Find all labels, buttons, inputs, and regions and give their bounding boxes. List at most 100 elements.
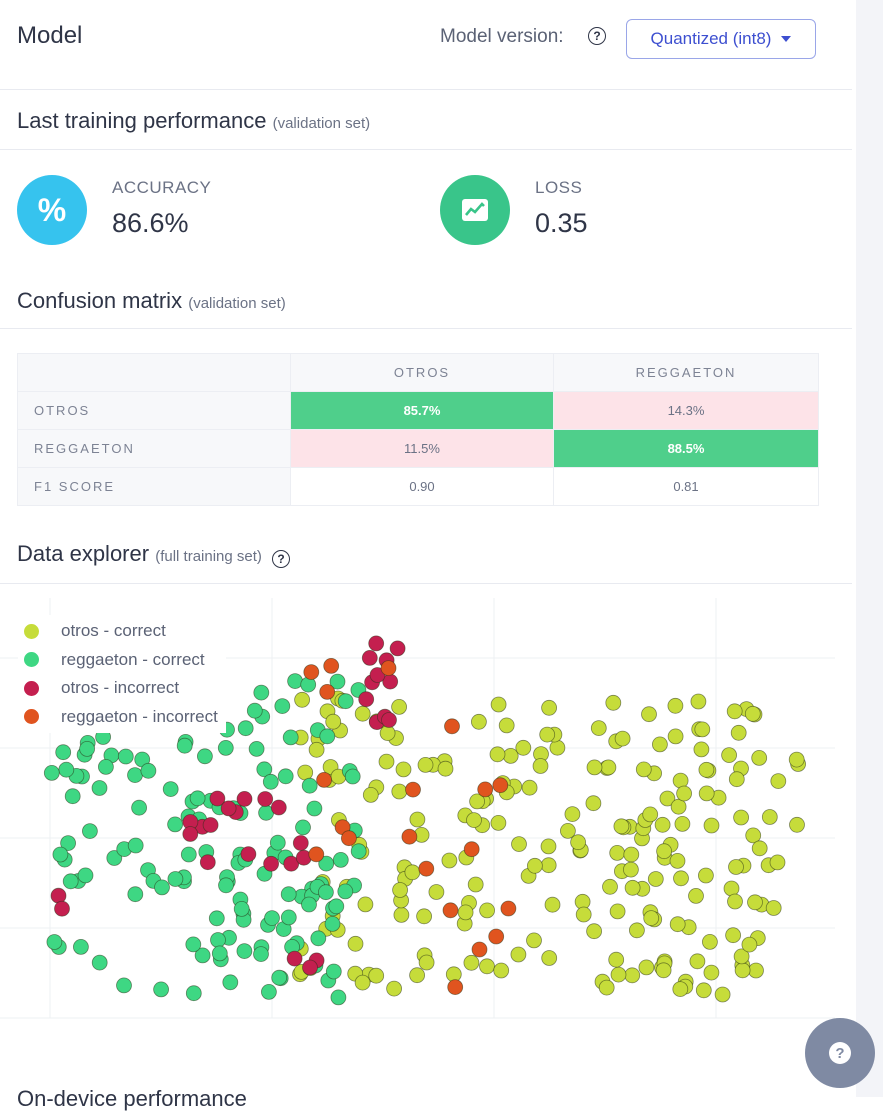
scatter-point — [730, 724, 747, 741]
scatter-point — [271, 969, 288, 986]
scatter-point — [652, 736, 668, 753]
legend-label: reggaeton - correct — [61, 649, 205, 669]
scatter-point — [357, 896, 374, 913]
scatter-point — [354, 705, 371, 722]
scatter-point — [770, 773, 787, 790]
legend-item[interactable]: reggaeton - incorrect — [20, 703, 218, 732]
scatter-point — [308, 741, 325, 758]
scatter-point — [404, 864, 421, 881]
scatter-point — [91, 954, 108, 971]
scatter-point — [672, 981, 689, 998]
scatter-point — [416, 908, 433, 925]
scatter-point — [347, 935, 364, 952]
scatter-point — [585, 795, 602, 812]
chart-line-icon — [440, 175, 510, 245]
scatter-point — [614, 730, 631, 747]
scatter-point — [264, 910, 280, 927]
divider — [0, 328, 852, 329]
scatter-point — [319, 684, 336, 700]
scatter-point — [79, 740, 95, 757]
scatter-point — [393, 906, 410, 923]
scatter-point — [488, 928, 505, 945]
matrix-cell: 88.5% — [553, 429, 819, 468]
scatter-point — [745, 827, 762, 844]
scatter-point — [350, 843, 367, 860]
matrix-cell: 14.3% — [553, 391, 819, 430]
scatter-point — [466, 812, 482, 829]
scatter-point — [297, 764, 314, 781]
scatter-point — [73, 938, 89, 955]
scatter-point — [608, 951, 625, 968]
loss-label: LOSS — [535, 178, 583, 197]
help-button[interactable]: ? — [805, 1018, 875, 1088]
scatter-point — [463, 841, 480, 858]
scatter-point — [325, 713, 342, 730]
scatter-point — [600, 759, 617, 776]
scatter-point — [217, 739, 234, 756]
scatter-point — [368, 967, 385, 984]
scatter-point — [667, 728, 684, 745]
scatter-point — [62, 873, 79, 890]
scatter-point — [670, 798, 687, 815]
scatter-point — [549, 739, 566, 756]
legend-item[interactable]: otros - incorrect — [20, 674, 218, 703]
row-header: REGGAETON — [17, 429, 291, 468]
scatter-point — [208, 910, 225, 927]
scatter-point — [401, 828, 418, 845]
scatter-point — [362, 786, 379, 803]
scatter-point — [391, 699, 408, 715]
scatter-point — [46, 934, 63, 950]
scatter-point — [789, 816, 805, 833]
scatter-point — [613, 818, 630, 835]
scatter-point — [368, 635, 385, 652]
scatter-point — [328, 898, 345, 915]
confusion-matrix-heading: Confusion matrix — [17, 288, 183, 313]
scatter-point — [723, 880, 740, 897]
scatter-point — [354, 974, 371, 991]
scatter-point — [623, 861, 639, 878]
scatter-point — [769, 854, 786, 871]
scatter-point — [490, 696, 507, 713]
scatter-point — [153, 981, 170, 998]
scatter-point — [544, 896, 561, 913]
data-explorer-scatter[interactable] — [0, 598, 835, 1048]
scatter-point — [761, 809, 778, 825]
scatter-point — [725, 927, 741, 944]
scatter-point — [77, 867, 94, 884]
scatter-point — [539, 726, 556, 743]
scatter-point — [470, 713, 487, 730]
scatter-point — [479, 902, 496, 919]
scatter-point — [248, 740, 265, 757]
legend-item[interactable]: otros - correct — [20, 617, 218, 646]
scatter-point — [610, 966, 627, 983]
scatter-point — [180, 846, 197, 863]
scatter-point — [734, 962, 751, 979]
data-explorer-title: Data explorer (full training set) ? — [17, 541, 291, 568]
scatter-point — [673, 870, 689, 887]
row-header: OTROS — [17, 391, 291, 430]
scatter-point — [733, 948, 750, 965]
scatter-point — [541, 950, 558, 966]
legend-label: otros - incorrect — [61, 678, 180, 698]
scatter-point — [185, 936, 202, 953]
scatter-point — [498, 717, 515, 734]
scatter-point — [674, 815, 691, 832]
model-version-select[interactable]: Quantized (int8) — [626, 19, 816, 59]
scatter-point — [515, 739, 532, 756]
scatter-point — [693, 741, 710, 758]
question-circle-icon[interactable]: ? — [272, 550, 291, 568]
scatter-point — [479, 958, 495, 975]
scatter-point — [598, 979, 615, 996]
scatter-point — [308, 846, 325, 863]
scatter-point — [64, 788, 81, 805]
scatter-point — [381, 712, 397, 728]
training-performance-subtitle: (validation set) — [272, 115, 371, 132]
legend-item[interactable]: reggaeton - correct — [20, 646, 218, 675]
question-circle-icon[interactable]: ? — [588, 27, 606, 45]
scatter-point — [540, 838, 557, 855]
scatter-point — [751, 840, 768, 857]
scatter-point — [624, 879, 641, 896]
scatter-point — [418, 954, 435, 971]
scatter-point — [457, 904, 474, 921]
scatter-point — [570, 834, 586, 851]
